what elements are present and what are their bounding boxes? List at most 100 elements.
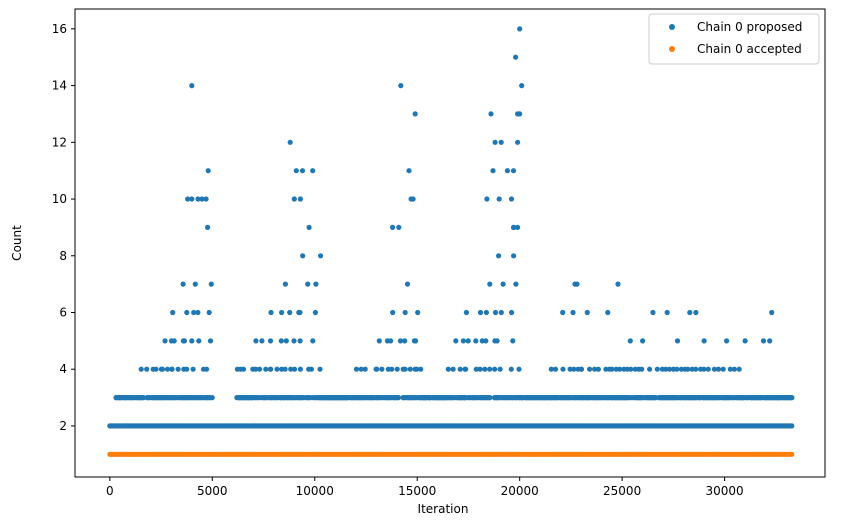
- x-tick-label: 30000: [705, 484, 743, 498]
- proposed-point: [515, 139, 521, 145]
- proposed-point: [705, 366, 711, 372]
- proposed-point: [483, 338, 489, 344]
- proposed-point: [291, 366, 298, 372]
- proposed-point: [513, 54, 519, 60]
- proposed-point: [404, 281, 411, 287]
- proposed-point: [402, 366, 408, 372]
- proposed-point: [259, 338, 265, 344]
- proposed-point: [343, 395, 349, 401]
- proposed-point: [736, 366, 742, 372]
- proposed-point: [731, 366, 738, 372]
- proposed-point: [714, 395, 720, 401]
- legend-box: [648, 13, 820, 65]
- proposed-point: [624, 395, 630, 401]
- proposed-point: [205, 168, 211, 174]
- proposed-point: [288, 366, 294, 372]
- proposed-point: [189, 83, 195, 89]
- proposed-point: [552, 366, 559, 372]
- proposed-point: [297, 366, 303, 372]
- proposed-point: [628, 366, 634, 372]
- proposed-point: [463, 309, 469, 316]
- proposed-point: [674, 338, 681, 344]
- proposed-point: [465, 338, 471, 344]
- proposed-point: [159, 366, 166, 372]
- proposed-point: [595, 366, 602, 372]
- proposed-point: [162, 338, 168, 344]
- y-tick-label: 8: [59, 249, 67, 263]
- proposed-point: [517, 111, 523, 117]
- x-tick-label: 10000: [296, 484, 334, 498]
- proposed-point: [140, 395, 147, 401]
- proposed-point: [310, 338, 316, 344]
- proposed-point: [652, 395, 658, 401]
- proposed-point: [191, 309, 197, 316]
- proposed-point: [492, 309, 499, 316]
- proposed-point: [460, 338, 466, 344]
- proposed-point: [287, 139, 293, 145]
- x-tick-label: 25000: [603, 484, 641, 498]
- proposed-point: [666, 366, 673, 372]
- proposed-point: [560, 309, 566, 316]
- proposed-point: [519, 395, 525, 401]
- proposed-point: [253, 338, 259, 344]
- legend-label-proposed: Chain 0 proposed: [697, 20, 802, 34]
- proposed-point: [647, 366, 653, 372]
- proposed-point: [138, 366, 144, 372]
- proposed-point: [674, 366, 680, 372]
- proposed-point: [473, 366, 479, 372]
- proposed-point: [473, 338, 479, 344]
- proposed-point: [453, 338, 459, 344]
- proposed-point: [445, 366, 451, 372]
- proposed-point: [208, 281, 214, 287]
- proposed-point: [129, 395, 135, 401]
- proposed-point: [278, 338, 284, 344]
- proposed-point: [497, 366, 503, 372]
- proposed-point: [693, 366, 699, 372]
- proposed-point: [412, 111, 418, 117]
- y-tick-label: 10: [52, 192, 67, 206]
- proposed-point: [195, 196, 201, 202]
- proposed-point: [282, 281, 288, 287]
- proposed-point: [313, 281, 319, 287]
- proposed-point: [394, 395, 400, 401]
- proposed-point: [376, 338, 382, 344]
- proposed-point: [274, 366, 280, 372]
- proposed-point: [388, 338, 394, 344]
- proposed-point: [592, 366, 598, 372]
- proposed-point: [615, 281, 621, 287]
- proposed-point: [509, 309, 515, 316]
- x-tick-label: 20000: [501, 484, 539, 498]
- proposed-point: [118, 395, 124, 401]
- proposed-point: [640, 338, 646, 344]
- proposed-point: [519, 83, 525, 89]
- proposed-point: [678, 366, 685, 372]
- proposed-point: [190, 366, 196, 372]
- proposed-point: [487, 366, 493, 372]
- proposed-point: [263, 366, 269, 372]
- proposed-point: [627, 338, 633, 344]
- proposed-point: [487, 281, 493, 287]
- proposed-point: [206, 309, 212, 316]
- proposed-point: [189, 395, 195, 401]
- proposed-point: [693, 309, 699, 316]
- proposed-point: [401, 395, 407, 401]
- proposed-point: [207, 338, 214, 344]
- proposed-point: [305, 281, 311, 287]
- proposed-point: [280, 395, 286, 401]
- proposed-point: [787, 395, 793, 401]
- proposed-point: [510, 224, 517, 230]
- proposed-point: [299, 168, 306, 174]
- y-tick-label: 14: [52, 79, 67, 93]
- proposed-point: [477, 309, 484, 316]
- y-tick-label: 12: [52, 135, 67, 149]
- proposed-point: [617, 366, 623, 372]
- proposed-point: [578, 366, 584, 372]
- proposed-point: [291, 338, 297, 344]
- x-tick-label: 5000: [197, 484, 228, 498]
- proposed-point: [204, 366, 210, 372]
- proposed-point: [789, 423, 795, 429]
- proposed-point: [293, 168, 299, 174]
- legend-label-accepted: Chain 0 accepted: [697, 42, 802, 56]
- proposed-point: [510, 253, 517, 259]
- proposed-point: [498, 309, 504, 316]
